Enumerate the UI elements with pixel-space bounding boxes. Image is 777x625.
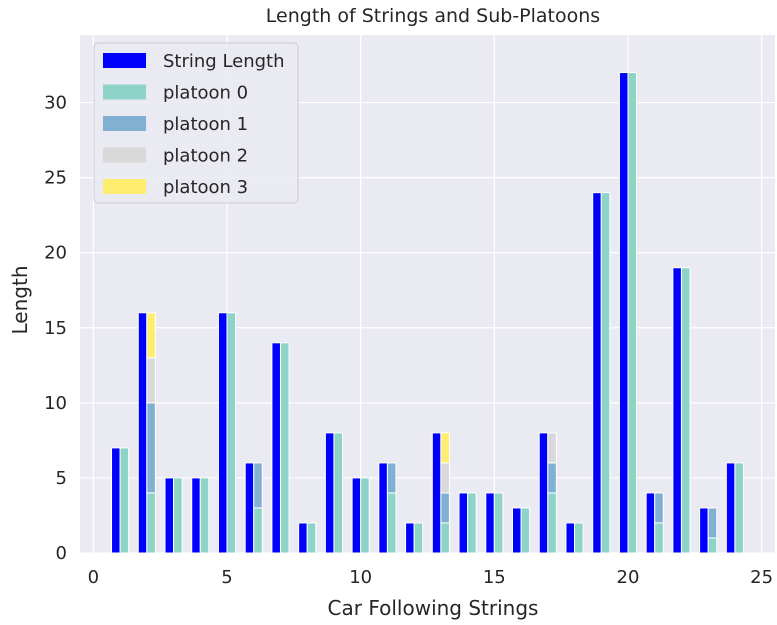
legend-swatch <box>103 147 146 163</box>
platoon-0-bar <box>547 492 557 554</box>
platoon-0-bar <box>306 522 317 554</box>
legend: String Length platoon 0 platoon 1 platoon 2… <box>93 42 299 204</box>
platoon-2-bar <box>146 357 156 404</box>
legend-swatch <box>103 84 146 100</box>
x-tick-label: 5 <box>221 567 232 588</box>
legend-entry: platoon 1 <box>163 114 248 135</box>
string-length-bar <box>699 507 709 554</box>
platoon-0-bar <box>680 267 691 554</box>
string-length-bar <box>405 522 415 554</box>
legend-entry: platoon 0 <box>163 83 248 104</box>
string-length-bar <box>111 447 121 554</box>
string-length-bar <box>565 522 576 554</box>
platoon-1-bar <box>146 402 156 494</box>
chart-title: Length of Strings and Sub-Platoons <box>266 5 600 27</box>
platoon-0-bar <box>627 72 638 554</box>
platoon-0-bar <box>279 342 290 554</box>
platoon-1-bar <box>440 492 450 524</box>
string-length-bar <box>298 522 308 554</box>
string-length-bar <box>512 507 522 554</box>
string-length-bar <box>137 312 148 554</box>
x-axis-label: Car Following Strings <box>328 596 539 620</box>
string-length-bar <box>645 492 656 554</box>
y-tick-label: 20 <box>44 243 67 264</box>
string-length-bar <box>324 432 335 554</box>
y-axis-label: Length <box>8 266 32 335</box>
y-tick-label: 30 <box>44 93 67 114</box>
platoon-0-bar <box>440 522 450 554</box>
string-length-bar <box>271 342 281 554</box>
platoon-0-bar <box>574 522 584 554</box>
legend-frame <box>93 42 299 204</box>
platoon-1-bar <box>253 462 263 509</box>
string-length-bar <box>351 477 362 554</box>
string-length-bar <box>618 72 629 554</box>
string-length-bar <box>244 462 255 554</box>
string-length-bar <box>164 477 175 554</box>
platoon-1-bar <box>386 462 397 494</box>
string-length-bar <box>191 477 201 554</box>
platoon-2-bar <box>547 432 557 464</box>
platoon-0-bar <box>600 192 611 554</box>
y-tick-label: 5 <box>56 468 67 489</box>
legend-entry: String Length <box>163 51 285 72</box>
platoon-1-bar <box>707 507 718 539</box>
platoon-0-bar <box>199 477 210 554</box>
platoon-1-bar <box>547 462 557 494</box>
legend-entry: platoon 3 <box>163 177 248 198</box>
platoon-0-bar <box>467 492 477 554</box>
legend-swatch <box>103 179 146 194</box>
y-tick-label: 10 <box>44 393 67 414</box>
platoon-0-bar <box>413 522 424 554</box>
x-tick-label: 25 <box>750 567 773 588</box>
string-length-bar <box>217 312 228 554</box>
tick-labels: 0 5 10 15 20 25 0 5 10 15 20 25 30 <box>44 93 773 588</box>
y-tick-label: 15 <box>44 318 67 339</box>
platoon-0-bar <box>520 507 531 554</box>
platoon-0-bar <box>253 507 263 554</box>
platoon-0-bar <box>146 492 156 554</box>
platoon-0-bar <box>386 492 397 554</box>
platoon-0-bar <box>360 477 370 554</box>
platoon-0-bar <box>734 462 744 554</box>
string-length-bar <box>485 492 495 554</box>
platoon-0-bar <box>707 537 718 554</box>
x-tick-label: 20 <box>617 567 640 588</box>
string-length-bar <box>538 432 549 554</box>
platoon-0-bar <box>226 312 237 554</box>
platoon-2-bar <box>440 462 450 494</box>
x-tick-label: 0 <box>88 567 99 588</box>
legend-swatch <box>103 116 146 131</box>
string-length-bar <box>431 432 442 554</box>
platoon-0-bar <box>493 492 504 554</box>
string-length-bar <box>458 492 469 554</box>
bars <box>111 72 744 554</box>
string-length-bar <box>672 267 682 554</box>
legend-swatch <box>103 53 146 68</box>
x-tick-label: 10 <box>349 567 372 588</box>
y-tick-label: 0 <box>56 543 67 564</box>
string-length-bar <box>592 192 602 554</box>
string-length-bar <box>725 462 736 554</box>
y-tick-label: 25 <box>44 168 67 189</box>
string-length-bar <box>378 462 388 554</box>
platoon-0-bar <box>119 447 130 554</box>
platoon-1-bar <box>654 492 664 524</box>
platoon-3-bar <box>440 432 450 464</box>
platoon-0-bar <box>654 522 664 554</box>
x-tick-label: 15 <box>483 567 506 588</box>
platoon-3-bar <box>146 312 156 359</box>
legend-entry: platoon 2 <box>163 146 248 167</box>
platoon-0-bar <box>333 432 343 554</box>
platoon-0-bar <box>173 477 183 554</box>
